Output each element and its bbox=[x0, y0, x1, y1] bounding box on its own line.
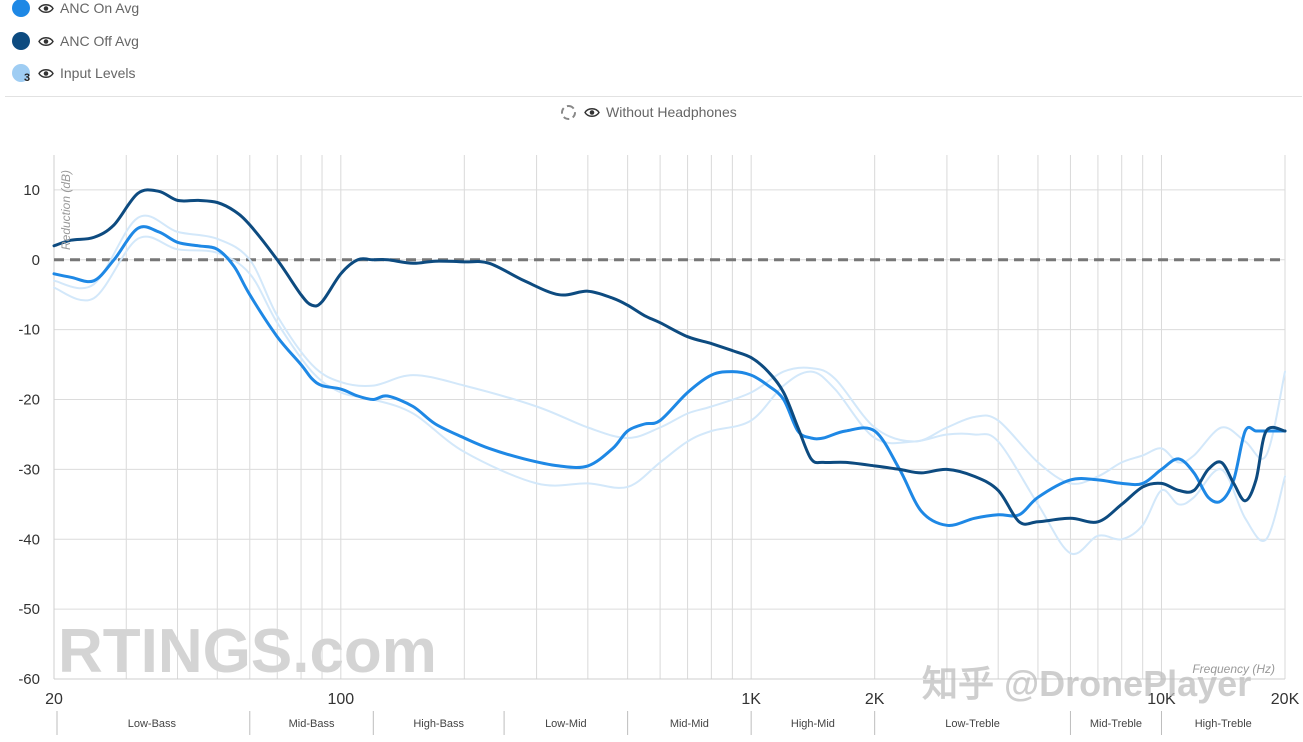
y-tick-label: -50 bbox=[18, 601, 40, 618]
x-tick-label: 100 bbox=[327, 691, 354, 708]
y-tick-label: -40 bbox=[18, 531, 40, 548]
legend-color-dot-icon[interactable] bbox=[12, 0, 30, 17]
y-tick-label: -20 bbox=[18, 392, 40, 409]
x-axis-label: Frequency (Hz) bbox=[1192, 662, 1275, 676]
y-tick-label: -60 bbox=[18, 671, 40, 688]
band-label: High-Mid bbox=[791, 718, 835, 730]
y-tick-label: -30 bbox=[18, 461, 40, 478]
x-tick-label: 2K bbox=[865, 691, 885, 708]
legend-item-anc-on[interactable]: ANC On Avg bbox=[12, 0, 139, 18]
legend-divider bbox=[5, 96, 1302, 97]
watermark-left: RTINGS.com bbox=[58, 617, 437, 686]
legend-label: Input Levels bbox=[60, 65, 136, 81]
band-label: Low-Mid bbox=[545, 718, 587, 730]
series-layer bbox=[52, 188, 1287, 556]
series-line-input-upper bbox=[53, 214, 1286, 485]
legend-count-badge: 3 bbox=[24, 72, 31, 84]
y-tick-label: 10 bbox=[23, 182, 40, 199]
x-tick-label: 10K bbox=[1147, 691, 1176, 708]
without-headphones-toggle[interactable]: Without Headphones bbox=[561, 102, 737, 122]
y-tick-label: 0 bbox=[32, 252, 40, 269]
eye-icon[interactable] bbox=[38, 36, 54, 47]
legend-item-input-levels[interactable]: 3 Input Levels bbox=[12, 63, 136, 84]
band-label: Mid-Bass bbox=[289, 718, 335, 730]
legend-label: ANC Off Avg bbox=[60, 33, 139, 49]
x-tick-label: 20 bbox=[45, 691, 63, 708]
y-tick-label: -10 bbox=[18, 322, 40, 339]
band-label: Mid-Mid bbox=[670, 718, 709, 730]
eye-icon[interactable] bbox=[38, 3, 54, 14]
band-label: High-Treble bbox=[1195, 718, 1252, 730]
legend-item-anc-off[interactable]: ANC Off Avg bbox=[12, 31, 139, 51]
legend-color-dot-icon[interactable]: 3 bbox=[12, 64, 31, 84]
without-headphones-label: Without Headphones bbox=[606, 104, 737, 120]
x-tick-label: 20K bbox=[1271, 691, 1300, 708]
series-line-anc-on bbox=[52, 225, 1287, 527]
eye-icon[interactable] bbox=[38, 68, 54, 79]
series-line-anc-off bbox=[52, 188, 1287, 526]
band-label: High-Bass bbox=[413, 718, 464, 730]
eye-icon[interactable] bbox=[584, 107, 600, 118]
x-tick-label: 1K bbox=[741, 691, 761, 708]
watermark-right: 知乎 @DronePlayer bbox=[922, 663, 1251, 704]
y-axis-label: Reduction (dB) bbox=[59, 170, 73, 250]
band-label: Mid-Treble bbox=[1090, 718, 1142, 730]
dashed-circle-icon[interactable] bbox=[561, 104, 576, 120]
grid bbox=[53, 155, 1286, 680]
band-label: Low-Treble bbox=[945, 718, 1000, 730]
legend-label: ANC On Avg bbox=[60, 0, 140, 16]
band-label: Low-Bass bbox=[128, 718, 177, 730]
frequency-bands: Low-Bass Mid-Bass High-Bass Low-Mid Mid-Mid H… bbox=[56, 711, 1252, 735]
series-line-input-lower bbox=[53, 235, 1286, 556]
legend-color-dot-icon[interactable] bbox=[12, 32, 30, 50]
